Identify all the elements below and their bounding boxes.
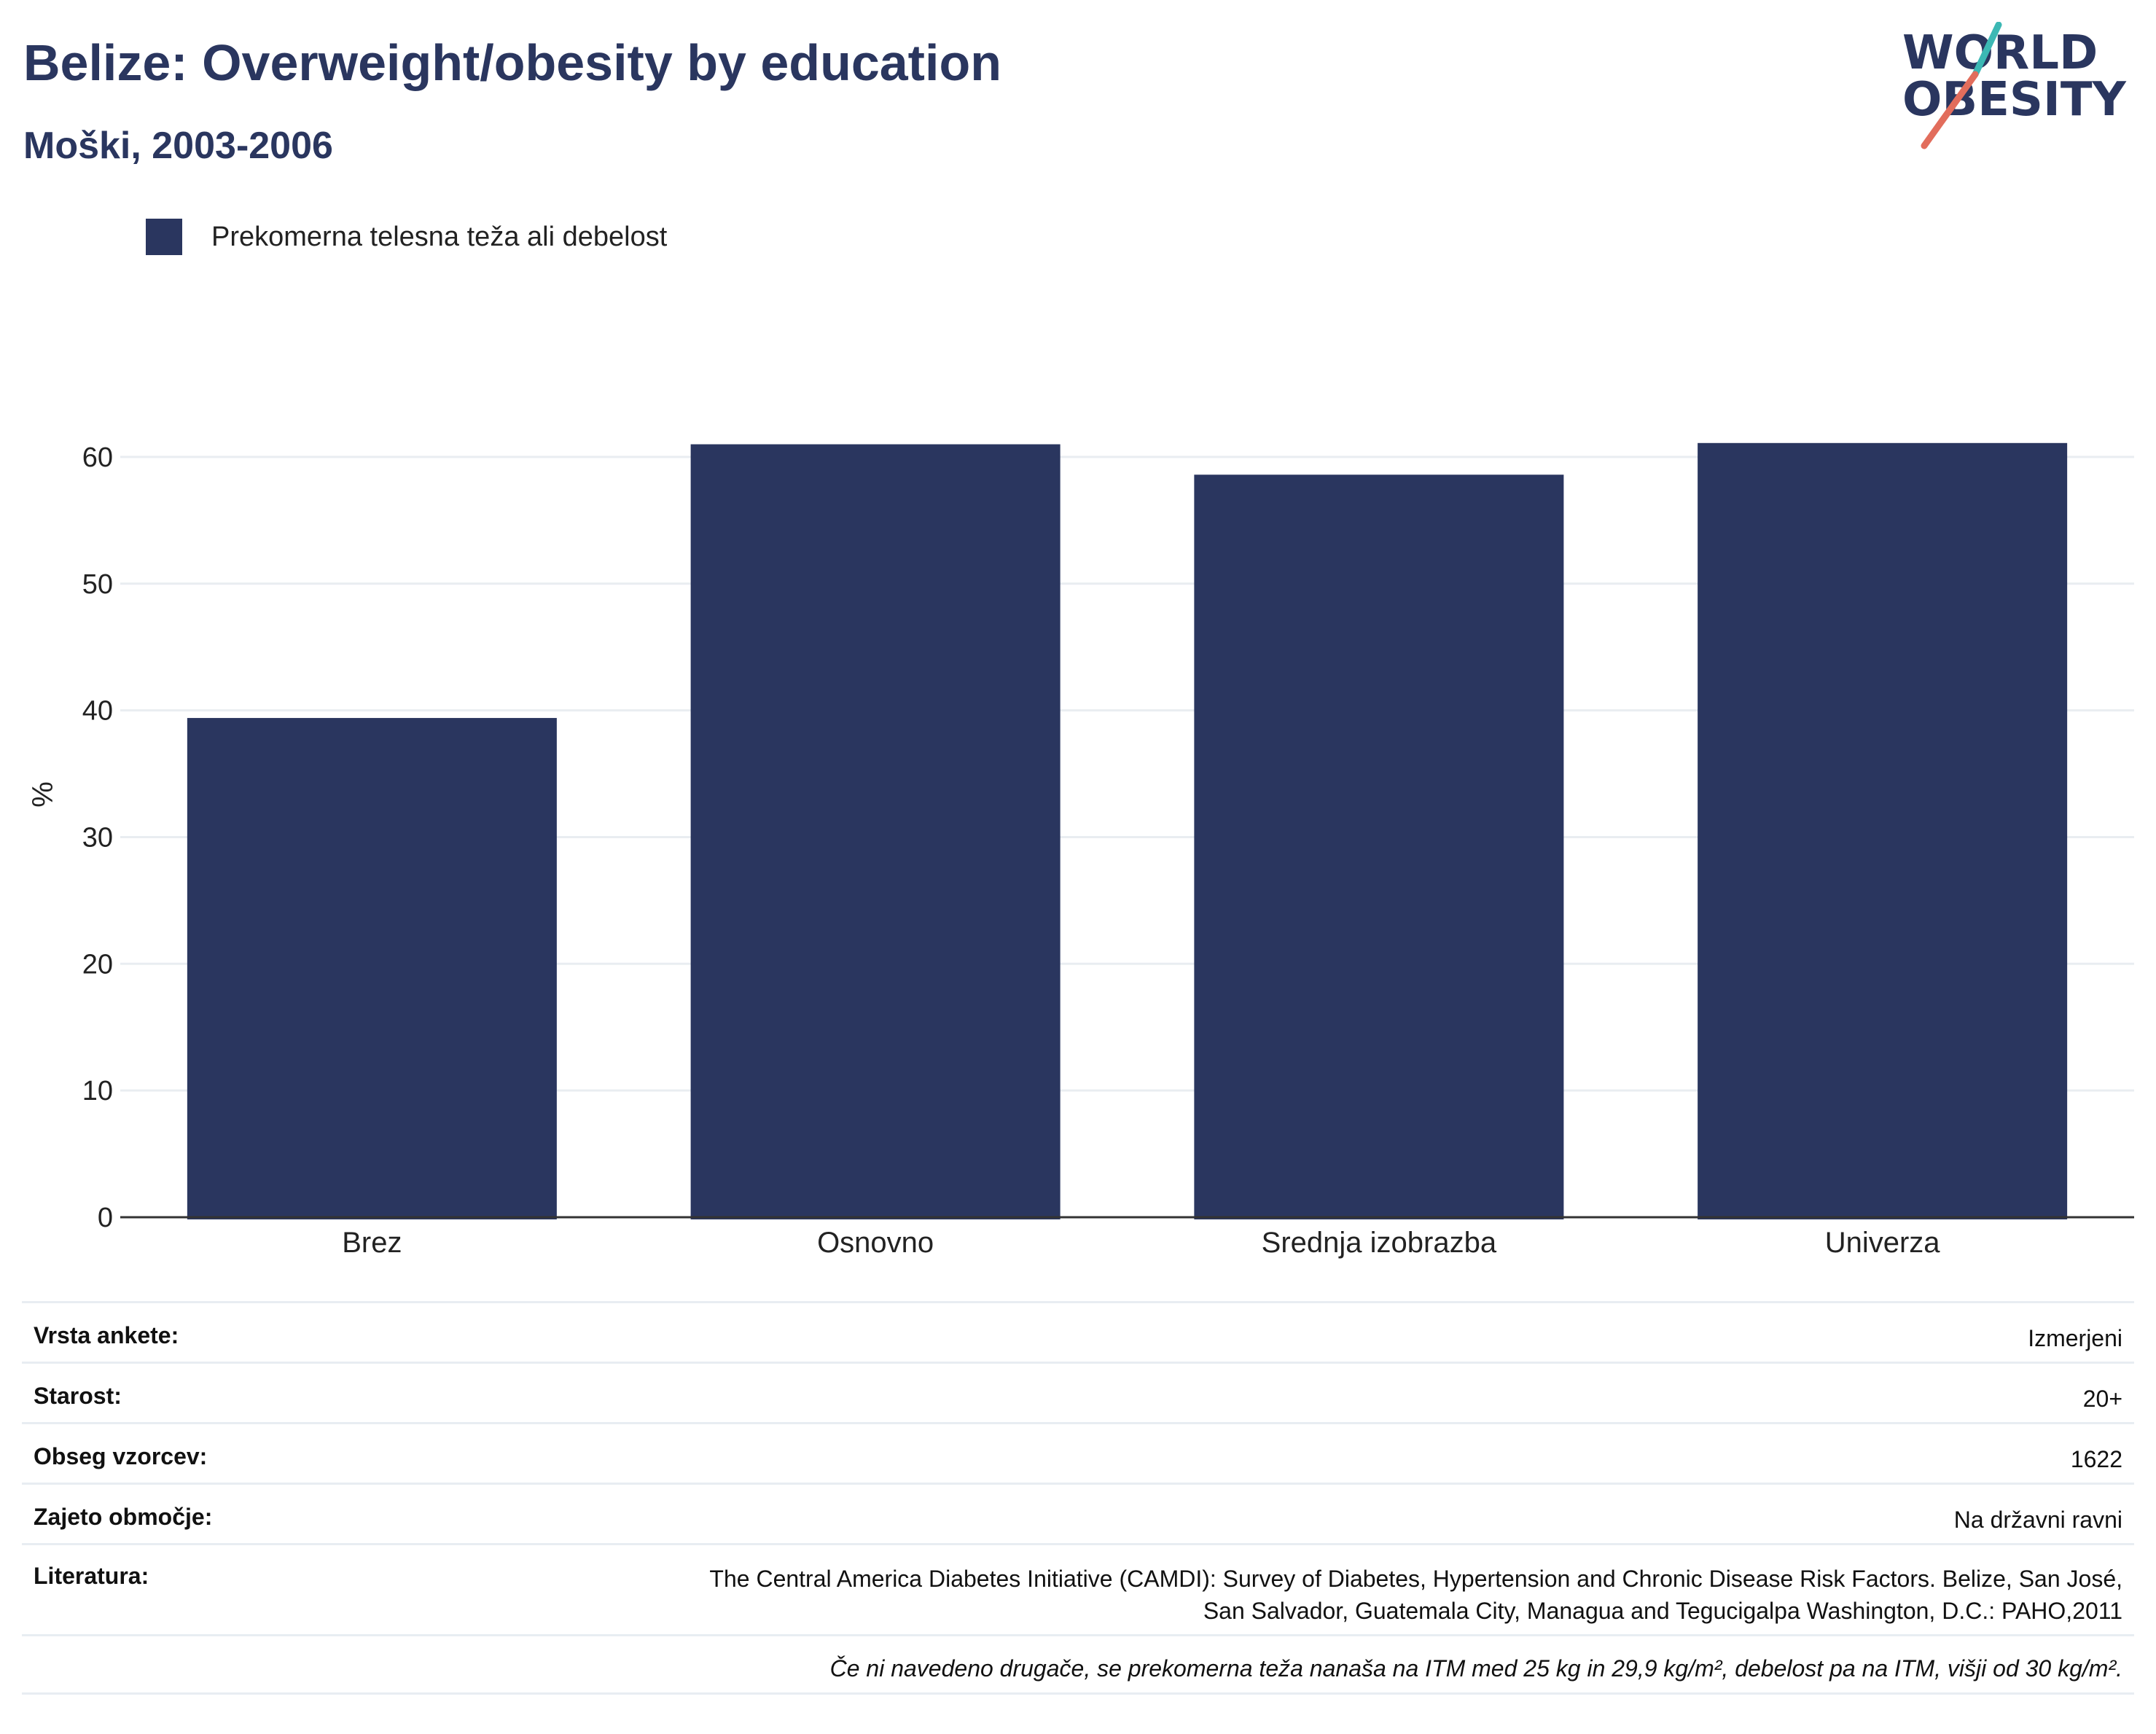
info-label: Vrsta ankete: — [34, 1322, 179, 1348]
bar[interactable] — [1698, 442, 2068, 1219]
info-label: Obseg vzorcev: — [34, 1443, 208, 1469]
bar[interactable] — [1194, 474, 1564, 1219]
bar-chart: 0 10 20 30 40 50 60 Brez Osnovno Srednja izobrazb… — [27, 442, 2134, 1259]
x-tick-label: Univerza — [1825, 1227, 1941, 1259]
info-value: Na državni ravni — [1953, 1507, 2122, 1533]
bar[interactable] — [187, 718, 557, 1219]
y-tick-label: 60 — [82, 442, 113, 473]
legend-swatch — [146, 219, 182, 255]
info-row-coverage: Zajeto območje: Na državni ravni — [22, 1483, 2134, 1543]
legend-label: Prekomerna telesna teža ali debelost — [211, 221, 668, 252]
y-tick-label: 40 — [82, 696, 113, 727]
info-label: Starost: — [34, 1383, 122, 1409]
definition-note: Če ni navedeno drugače, se prekomerna te… — [829, 1655, 2122, 1682]
reference-line-2: San Salvador, Guatemala City, Managua an… — [1203, 1598, 2122, 1624]
reference-line-1: The Central America Diabetes Initiative … — [709, 1566, 2122, 1592]
y-tick-label: 10 — [82, 1076, 113, 1106]
y-tick-label: 50 — [82, 569, 113, 600]
chart-legend: Prekomerna telesna teža ali debelost — [146, 219, 667, 255]
reference-value: The Central America Diabetes Initiative … — [709, 1563, 2122, 1627]
bars — [187, 442, 2068, 1219]
info-row-note: Če ni navedeno drugače, se prekomerna te… — [22, 1634, 2134, 1695]
info-value: 20+ — [2082, 1386, 2122, 1412]
survey-info-table: Vrsta ankete: Izmerjeni Starost: 20+ Obs… — [22, 1301, 2134, 1695]
info-label: Zajeto območje: — [34, 1504, 213, 1530]
y-tick-label: 30 — [82, 822, 113, 853]
bar[interactable] — [690, 444, 1061, 1219]
chart-subtitle: Moški, 2003-2006 — [23, 125, 333, 167]
axes: 0 10 20 30 40 50 60 Brez Osnovno Srednja izobrazb… — [82, 442, 2134, 1259]
x-tick-label: Srednja izobrazba — [1262, 1227, 1497, 1259]
info-row-age: Starost: 20+ — [22, 1362, 2134, 1422]
y-tick-label: 0 — [98, 1203, 113, 1233]
x-tick-label: Osnovno — [817, 1227, 934, 1259]
info-row-sample-size: Obseg vzorcev: 1622 — [22, 1422, 2134, 1483]
x-tick-label: Brez — [342, 1227, 402, 1259]
info-value: 1622 — [2070, 1446, 2122, 1472]
info-row-survey-type: Vrsta ankete: Izmerjeni — [22, 1301, 2134, 1362]
y-tick-label: 20 — [82, 949, 113, 980]
info-label: Literatura: — [34, 1563, 149, 1589]
logo-text-world: WORLD — [1902, 26, 2098, 80]
info-value: Izmerjeni — [2028, 1325, 2122, 1351]
logo-text-obesity: OBESITY — [1902, 73, 2126, 127]
y-axis-title: % — [27, 781, 59, 808]
info-row-reference: Literatura: The Central America Diabetes… — [22, 1543, 2134, 1634]
chart-title: Belize: Overweight/obesity by education — [23, 34, 1001, 91]
